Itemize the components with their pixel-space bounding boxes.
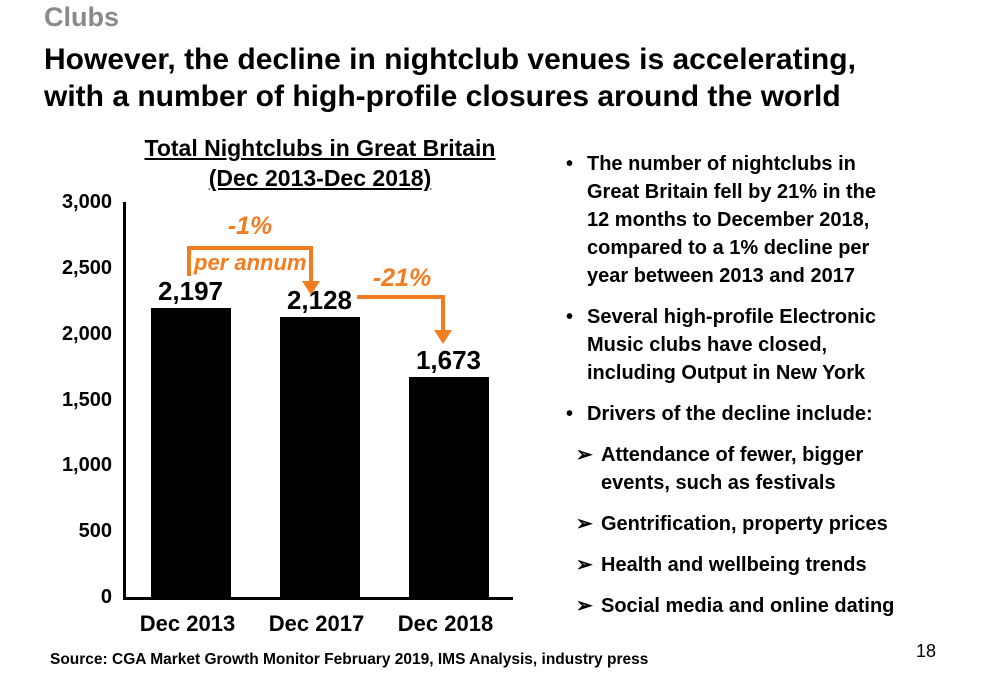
bar-value-label: 2,197 bbox=[157, 276, 224, 306]
arrowhead-bullet-icon: ➢ bbox=[576, 595, 593, 617]
page-title-line2: with a number of high-profile closures a… bbox=[44, 80, 841, 113]
plot-area: 2,197 2,128 1,673 bbox=[123, 202, 513, 600]
bullet-dot-icon: • bbox=[566, 153, 574, 175]
bullet-text: Gentrification, property prices bbox=[601, 513, 888, 535]
y-tick-label: 0 bbox=[100, 586, 112, 608]
bullet-item: • The number of nightclubs in Great Brit… bbox=[566, 150, 974, 290]
x-tick-label: Dec 2013 bbox=[139, 611, 236, 636]
decline-bracket bbox=[187, 246, 313, 276]
annotation-minus-1-percent: -1% bbox=[227, 212, 273, 240]
chart-title: Total Nightclubs in Great Britain (Dec 2… bbox=[100, 133, 540, 193]
bar-dec-2013 bbox=[151, 308, 231, 597]
bar-value-label: 1,673 bbox=[415, 345, 482, 375]
chart-title-line1: Total Nightclubs in Great Britain bbox=[144, 135, 496, 161]
bullet-list: • The number of nightclubs in Great Brit… bbox=[566, 150, 974, 633]
bar-dec-2017 bbox=[280, 317, 360, 597]
bullet-text: Health and wellbeing trends bbox=[601, 554, 867, 576]
arrowhead-bullet-icon: ➢ bbox=[576, 444, 593, 466]
bullet-item: ➢ Social media and online dating bbox=[566, 592, 974, 620]
arrowhead-bullet-icon: ➢ bbox=[576, 513, 593, 535]
bullet-text: Several high-profile Electronic Music cl… bbox=[587, 306, 876, 384]
bullet-dot-icon: • bbox=[566, 403, 574, 425]
eyebrow-title: Clubs bbox=[44, 2, 120, 32]
x-tick-label: Dec 2018 bbox=[397, 611, 494, 636]
bullet-item: • Several high-profile Electronic Music … bbox=[566, 303, 974, 387]
arrow-down-icon bbox=[434, 330, 452, 344]
arrow-down-icon bbox=[302, 281, 320, 295]
arrow-down-stem-1 bbox=[309, 246, 313, 282]
bullet-dot-icon: • bbox=[566, 306, 574, 328]
annotation-per-annum: per annum bbox=[194, 250, 307, 275]
bar-dec-2018 bbox=[409, 377, 489, 597]
page-title-line1: However, the decline in nightclub venues… bbox=[44, 43, 856, 76]
bullet-text: The number of nightclubs in Great Britai… bbox=[587, 153, 876, 287]
page-title: However, the decline in nightclub venues… bbox=[44, 41, 856, 115]
page-number: 18 bbox=[915, 641, 936, 661]
y-tick-label: 2,500 bbox=[61, 257, 112, 279]
bullet-text: Drivers of the decline include: bbox=[587, 403, 873, 425]
y-tick-label: 2,000 bbox=[61, 323, 112, 345]
bullet-item: ➢ Gentrification, property prices bbox=[566, 510, 974, 538]
arrowhead-bullet-icon: ➢ bbox=[576, 554, 593, 576]
bullet-item: ➢ Attendance of fewer, bigger events, su… bbox=[566, 441, 974, 497]
y-tick-label: 500 bbox=[78, 520, 112, 542]
annotation-minus-21-percent: -21% bbox=[372, 264, 432, 292]
bullet-text: Attendance of fewer, bigger events, such… bbox=[601, 444, 864, 494]
decline-line bbox=[357, 295, 445, 299]
source-note: Source: CGA Market Growth Monitor Februa… bbox=[50, 651, 649, 668]
bullet-text: Social media and online dating bbox=[601, 595, 895, 617]
x-tick-label: Dec 2017 bbox=[268, 611, 365, 636]
arrow-down-stem-2 bbox=[441, 295, 445, 331]
y-axis-labels: 3,000 2,500 2,000 1,500 1,000 500 0 bbox=[26, 191, 112, 608]
bullet-item: ➢ Health and wellbeing trends bbox=[566, 551, 974, 579]
x-axis-labels: Dec 2013 Dec 2017 Dec 2018 bbox=[123, 611, 510, 641]
y-tick-label: 3,000 bbox=[61, 191, 112, 213]
y-tick-label: 1,000 bbox=[61, 454, 112, 476]
chart-title-line2: (Dec 2013-Dec 2018) bbox=[208, 165, 432, 191]
y-tick-label: 1,500 bbox=[61, 389, 112, 411]
bullet-item: • Drivers of the decline include: bbox=[566, 400, 974, 428]
